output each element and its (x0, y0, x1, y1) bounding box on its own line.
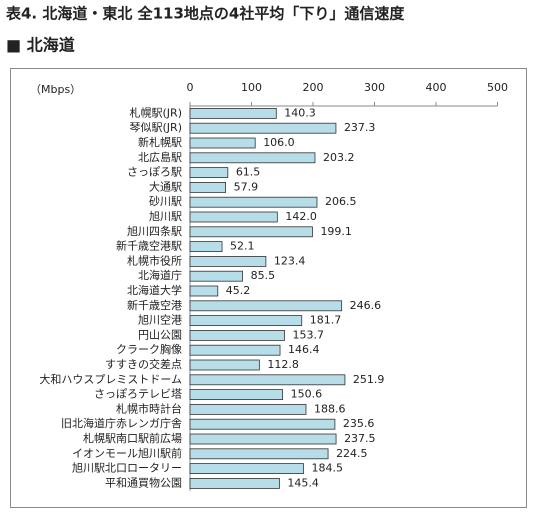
bar (189, 315, 303, 327)
value-label: 123.4 (274, 254, 306, 267)
bar (189, 463, 304, 475)
value-label: 224.5 (336, 447, 368, 460)
x-tick-label: 100 (241, 81, 262, 94)
value-label: 246.6 (350, 299, 382, 312)
bar (189, 374, 346, 386)
bar (189, 270, 243, 282)
value-label: 188.6 (314, 402, 346, 415)
value-label: 199.1 (320, 225, 352, 238)
x-tick-label: 200 (303, 81, 324, 94)
value-label: 106.0 (263, 136, 295, 149)
value-label: 206.5 (325, 195, 357, 208)
y-tick-label: クラーク胸像 (116, 342, 182, 356)
bar (189, 477, 280, 489)
y-tick-label: すすきの交差点 (105, 357, 182, 371)
value-label: 142.0 (285, 210, 317, 223)
y-tick-label: さっぽろテレビ塔 (94, 388, 182, 401)
chart-title: 表4. 北海道・東北 全113地点の4社平均「下り」通信速度 (6, 5, 405, 23)
y-tick-label: 新千歳空港駅 (116, 239, 182, 253)
y-tick-label: さっぽろ駅 (127, 166, 182, 179)
value-label: 237.3 (344, 121, 376, 134)
chart-frame (10, 68, 527, 508)
x-tick-label: 300 (364, 81, 385, 94)
y-tick-label: 旭川空港 (138, 313, 182, 327)
y-tick-label: 新札幌駅 (138, 135, 182, 149)
y-tick-label: 札幌市役所 (127, 253, 182, 267)
x-tick-label: 0 (187, 81, 194, 94)
bar (189, 241, 223, 253)
y-tick-label: 旭川駅北口ロータリー (72, 461, 182, 475)
bar (189, 181, 227, 193)
bar (189, 359, 260, 371)
unit-label: （Mbps） (30, 83, 81, 96)
bar (189, 211, 278, 223)
value-label: 235.6 (343, 417, 375, 430)
bar (189, 255, 267, 267)
bar (189, 344, 281, 356)
value-label: 85.5 (251, 269, 276, 282)
value-label: 251.9 (353, 373, 385, 386)
y-tick-label: 平和通買物公園 (105, 475, 182, 489)
value-label: 145.4 (287, 476, 319, 489)
value-label: 237.5 (344, 432, 376, 445)
y-tick-label: 大和ハウスプレミストドーム (39, 372, 182, 386)
y-tick-label: 札幌市時計台 (116, 401, 182, 415)
bar (189, 196, 318, 208)
y-tick-label: 旭川四条駅 (127, 224, 182, 238)
y-tick-label: 旧北海道庁赤レンガ庁舎 (61, 416, 182, 430)
bar (189, 448, 329, 460)
bar (189, 122, 337, 134)
y-tick-label: 旭川駅 (149, 209, 182, 223)
bar (189, 300, 343, 312)
value-label: 112.8 (267, 358, 299, 371)
value-label: 45.2 (226, 284, 251, 297)
bar (189, 226, 313, 238)
value-label: 57.9 (234, 180, 259, 193)
y-tick-label: 札幌駅南口駅前広場 (83, 431, 182, 445)
x-tick-label: 400 (426, 81, 447, 94)
bar (189, 285, 219, 297)
value-label: 181.7 (310, 314, 342, 327)
bar (189, 433, 337, 445)
value-label: 140.3 (284, 106, 316, 119)
bar (189, 137, 256, 149)
y-tick-label: 新千歳空港 (127, 298, 182, 312)
value-label: 150.6 (291, 388, 323, 401)
y-tick-label: 琴似駅(JR) (130, 121, 182, 134)
section-heading: ■ 北海道 (6, 36, 75, 55)
value-label: 203.2 (323, 151, 355, 164)
bar (189, 108, 277, 119)
y-tick-label: 北海道大学 (127, 283, 182, 297)
y-tick-label: イオンモール旭川駅前 (72, 446, 182, 460)
value-label: 52.1 (230, 240, 255, 253)
bar (189, 418, 336, 430)
value-label: 146.4 (288, 343, 320, 356)
y-tick-label: 札幌駅(JR) (130, 105, 182, 119)
y-tick-label: 砂川駅 (149, 195, 182, 208)
value-label: 184.5 (311, 462, 343, 475)
bar (189, 167, 229, 179)
value-label: 61.5 (236, 166, 261, 179)
value-label: 153.7 (293, 328, 325, 341)
y-tick-label: 北海道庁 (138, 268, 182, 282)
y-tick-label: 円山公園 (138, 328, 182, 341)
y-tick-label: 北広島駅 (138, 150, 182, 164)
bar (189, 329, 285, 341)
y-tick-label: 大通駅 (149, 179, 182, 193)
bar (189, 152, 316, 164)
x-tick-label: 500 (487, 81, 508, 94)
bar (189, 403, 307, 415)
bar (189, 389, 284, 401)
